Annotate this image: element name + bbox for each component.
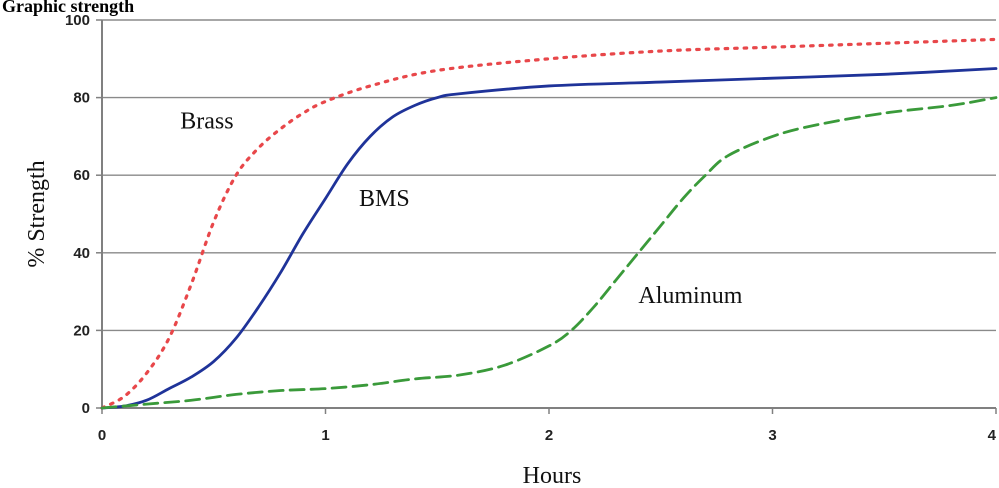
y-tick-label-80: 80: [73, 90, 90, 107]
series-annotation-bms: BMS: [359, 186, 410, 212]
x-axis-label: Hours: [523, 463, 582, 488]
series-line-aluminum: [100, 96, 998, 410]
x-tick-label-2: 2: [545, 427, 553, 444]
axes: [96, 19, 997, 414]
grid-lines: [102, 19, 996, 332]
y-tick-label-60: 60: [73, 167, 90, 184]
series-annotation-brass: Brass: [180, 109, 233, 135]
annotations: Brass BMS Aluminum: [180, 109, 743, 310]
y-tick-label-20: 20: [73, 322, 90, 339]
series-line-brass: [100, 37, 998, 410]
series-group: [100, 37, 998, 410]
y-axis-label: % Strength: [24, 160, 50, 267]
y-tick-label-40: 40: [73, 245, 90, 262]
x-tick-label-3: 3: [768, 427, 776, 444]
series-annotation-aluminum: Aluminum: [638, 283, 742, 309]
y-tick-label-0: 0: [82, 400, 90, 417]
x-tick-label-0: 0: [98, 427, 106, 444]
x-tick-label-4: 4: [988, 427, 997, 444]
x-tick-label-1: 1: [321, 427, 329, 444]
chart-title: Graphic strength: [2, 0, 134, 16]
tick-labels: 0 20 40 60 80 100 0 1 2 3 4: [65, 12, 997, 444]
series-line-bms: [100, 67, 998, 410]
y-tick-label-100: 100: [65, 12, 90, 29]
